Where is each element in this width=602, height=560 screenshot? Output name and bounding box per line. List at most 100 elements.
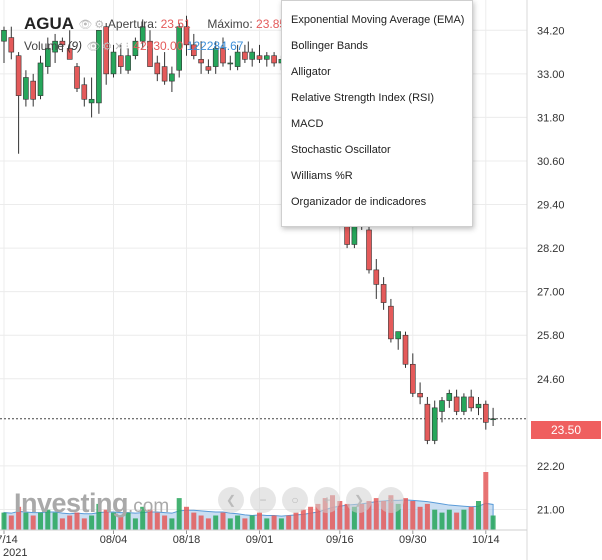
volume-bar bbox=[96, 503, 102, 530]
candle-body bbox=[424, 403, 431, 441]
volume-bar bbox=[184, 506, 189, 530]
menu-item-macd[interactable]: MACD bbox=[291, 118, 324, 130]
price-row: AGUA 👁 ⚙ Apertura: 23.51 Máximo: 23.85 bbox=[24, 14, 286, 34]
menu-item-rsi[interactable]: Relative Strength Index (RSI) bbox=[291, 92, 435, 104]
candle-body bbox=[139, 26, 146, 42]
candle-body bbox=[169, 73, 175, 82]
candle-body bbox=[263, 55, 270, 60]
y-tick-label: 27.00 bbox=[537, 287, 565, 299]
volume-bar bbox=[132, 518, 138, 530]
volume-bar bbox=[147, 509, 153, 530]
candle-body bbox=[380, 284, 387, 303]
volume-bar bbox=[315, 503, 321, 530]
volume-label: Volume bbox=[24, 39, 65, 53]
candle-body bbox=[30, 80, 37, 100]
zoom-out-icon[interactable]: − bbox=[250, 487, 276, 513]
volume-bar bbox=[483, 472, 489, 530]
menu-item-williams[interactable]: Williams %R bbox=[291, 170, 353, 182]
investing-logo: Investing.com bbox=[14, 488, 169, 519]
volume-bar bbox=[74, 512, 80, 530]
volume-bar bbox=[125, 512, 131, 530]
volume-bar bbox=[417, 506, 423, 530]
volume-bar bbox=[446, 509, 452, 530]
candle-body bbox=[490, 418, 496, 421]
candle-body bbox=[461, 396, 467, 412]
candle-body bbox=[482, 403, 489, 423]
y-tick-label: 22.20 bbox=[537, 461, 565, 473]
volume-bar bbox=[169, 518, 175, 530]
volume-bar bbox=[118, 515, 124, 530]
more-icon[interactable]: ⁝ bbox=[125, 41, 129, 53]
volume-value: 42930.00 bbox=[133, 39, 184, 53]
y-tick-label: 25.80 bbox=[537, 330, 565, 342]
volume-bar bbox=[249, 515, 255, 530]
y-axis: 34.20 33.00 31.80 30.60 29.40 28.20 27.00 25.80… bbox=[537, 25, 565, 516]
x-tick-label: 09/30 bbox=[399, 534, 427, 546]
candle-body bbox=[271, 55, 277, 64]
candle-body bbox=[183, 26, 190, 46]
volume-bar bbox=[220, 512, 226, 530]
scroll-right-icon[interactable]: ❯ bbox=[346, 487, 372, 513]
gear-icon[interactable]: ⚙ bbox=[94, 19, 105, 31]
x-tick-label: 09/01 bbox=[246, 534, 274, 546]
separator: | bbox=[246, 39, 250, 53]
eye-icon[interactable]: 👁 bbox=[78, 19, 93, 31]
y-tick-label: 34.20 bbox=[537, 25, 565, 37]
candle-body bbox=[220, 48, 226, 64]
volume-bar bbox=[330, 495, 335, 530]
volume-bar bbox=[198, 515, 204, 530]
eye-icon[interactable]: 👁 bbox=[86, 41, 101, 53]
scroll-left-icon[interactable]: ❮ bbox=[218, 487, 244, 513]
candle-body bbox=[388, 305, 394, 340]
close-icon[interactable]: ✕ bbox=[114, 41, 124, 53]
candle-body bbox=[446, 393, 453, 401]
x-tick-label: 09/16 bbox=[326, 534, 354, 546]
candle-body bbox=[373, 269, 380, 285]
candle-body bbox=[395, 331, 402, 340]
x-tick-label: 07/14 bbox=[0, 534, 18, 546]
x-tick-label: 08/04 bbox=[100, 534, 128, 546]
y-tick-label: 31.80 bbox=[537, 112, 565, 124]
candle-body bbox=[23, 77, 29, 100]
candle-body bbox=[81, 84, 88, 100]
candle-body bbox=[118, 55, 124, 67]
volume-bar bbox=[300, 509, 306, 530]
candle-body bbox=[176, 26, 182, 71]
volume-bar bbox=[154, 512, 160, 530]
volume-period: (9) bbox=[67, 39, 83, 53]
volume-bar bbox=[454, 512, 460, 530]
volume-bar bbox=[59, 518, 65, 530]
open-label: Apertura: bbox=[107, 17, 158, 31]
volume-bar bbox=[89, 515, 95, 530]
candle-body bbox=[125, 55, 131, 71]
candle-body bbox=[205, 66, 212, 71]
menu-item-alligator[interactable]: Alligator bbox=[291, 66, 331, 78]
volume-bar bbox=[293, 512, 299, 530]
candle-body bbox=[439, 400, 445, 412]
zoom-in-icon[interactable]: + bbox=[314, 487, 340, 513]
logo-text: Investing bbox=[14, 488, 129, 518]
volume-bar bbox=[235, 515, 241, 530]
menu-item-ema[interactable]: Exponential Moving Average (EMA) bbox=[291, 14, 465, 26]
volume-bar bbox=[366, 501, 372, 530]
y-tick-label: 29.40 bbox=[537, 200, 565, 212]
volume-bar bbox=[359, 503, 365, 530]
go-latest-icon[interactable]: » bbox=[378, 487, 404, 513]
volume-bar bbox=[424, 503, 430, 530]
volume-bar bbox=[461, 509, 467, 530]
candle-body bbox=[161, 66, 168, 82]
volume-bar bbox=[476, 501, 481, 530]
volume-bar bbox=[176, 498, 182, 530]
volume-bar bbox=[308, 506, 314, 530]
volume-bar bbox=[351, 506, 357, 530]
open-value: 23.51 bbox=[160, 17, 191, 31]
chart-tools: ❮ − ○ + ❯ » bbox=[218, 487, 404, 513]
candle-body bbox=[453, 396, 460, 412]
menu-item-organizer[interactable]: Organizador de indicadores bbox=[291, 196, 427, 208]
candle-body bbox=[409, 363, 416, 394]
menu-item-stochastic[interactable]: Stochastic Oscillator bbox=[291, 144, 391, 156]
gear-icon[interactable]: ⚙ bbox=[102, 41, 113, 53]
menu-item-bollinger[interactable]: Bollinger Bands bbox=[291, 40, 369, 52]
candle-body bbox=[147, 40, 153, 67]
zoom-reset-icon[interactable]: ○ bbox=[282, 487, 308, 513]
